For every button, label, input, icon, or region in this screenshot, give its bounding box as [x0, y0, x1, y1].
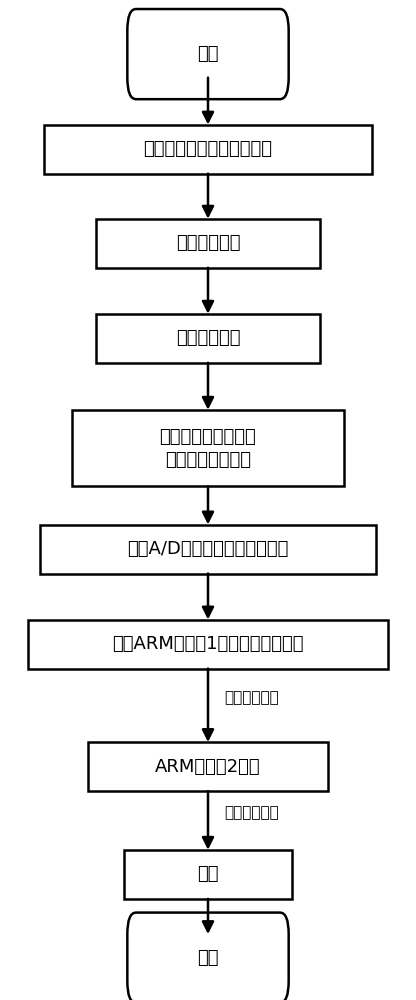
Text: 发送测量结果: 发送测量结果: [224, 690, 279, 705]
Text: 结束: 结束: [197, 949, 219, 967]
Bar: [96, 219, 320, 268]
Text: 开始: 开始: [197, 45, 219, 63]
Bar: [72, 410, 344, 486]
Text: 通过A/D转换模块获取数字信号: 通过A/D转换模块获取数字信号: [127, 540, 289, 558]
Bar: [88, 742, 328, 791]
FancyBboxPatch shape: [127, 9, 289, 99]
Text: 设计测试电路: 设计测试电路: [176, 329, 240, 347]
Bar: [40, 524, 376, 574]
FancyBboxPatch shape: [127, 913, 289, 1000]
Bar: [96, 314, 320, 363]
Bar: [44, 125, 372, 174]
Text: 无线组网模块: 无线组网模块: [224, 805, 279, 820]
Text: 获取测试信号: 获取测试信号: [176, 234, 240, 252]
Text: 通过ARM处理器1模块获得测量结果: 通过ARM处理器1模块获得测量结果: [112, 635, 304, 653]
Text: 利用电流钳夹取待测电容器: 利用电流钳夹取待测电容器: [144, 140, 272, 158]
Text: 终端: 终端: [197, 865, 219, 883]
Bar: [124, 850, 292, 899]
Text: ARM处理器2模块: ARM处理器2模块: [155, 758, 261, 776]
Bar: [28, 620, 388, 669]
Text: 通过程控放大模块对
测试信号进行放大: 通过程控放大模块对 测试信号进行放大: [160, 428, 256, 469]
